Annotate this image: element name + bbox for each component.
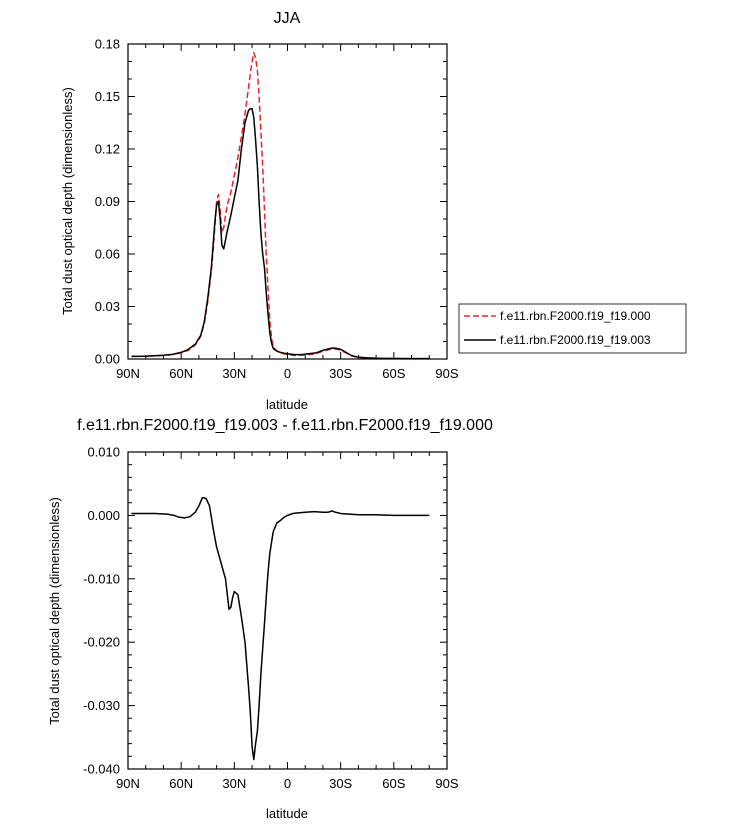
y-tick-label: 0.06 <box>95 247 120 262</box>
x-tick-label: 60S <box>382 366 405 381</box>
y-tick-label: -0.010 <box>83 571 120 586</box>
bottom-x-axis-label: latitude <box>266 806 308 821</box>
legend-label-series-1: f.e11.rbn.F2000.f19_f19.000 <box>500 309 651 323</box>
bottom-x-tick-labels: 90N 60N 30N 0 30S 60S 90S <box>116 776 459 791</box>
top-series-line-1 <box>131 52 430 360</box>
legend: f.e11.rbn.F2000.f19_f19.000 f.e11.rbn.F2… <box>458 303 687 354</box>
x-tick-label: 90S <box>435 776 458 791</box>
bottom-chart-title: f.e11.rbn.F2000.f19_f19.003 - f.e11.rbn.… <box>77 417 493 434</box>
top-series-line-2 <box>131 108 430 360</box>
y-tick-label: 0.09 <box>95 194 120 209</box>
y-tick-label: 0.15 <box>95 89 120 104</box>
x-tick-label: 30S <box>329 776 352 791</box>
bottom-plot-frame <box>127 451 448 770</box>
top-x-tick-labels: 90N 60N 30N 0 30S 60S 90S <box>116 366 459 381</box>
top-series-lines <box>131 52 430 360</box>
x-tick-label: 30N <box>222 776 246 791</box>
x-tick-label: 30S <box>329 366 352 381</box>
bottom-axis-ticks <box>127 451 448 770</box>
x-tick-label: 90N <box>116 776 140 791</box>
x-tick-label: 30N <box>222 366 246 381</box>
bottom-panel: f.e11.rbn.F2000.f19_f19.003 - f.e11.rbn.… <box>47 417 493 821</box>
top-chart-title: JJA <box>274 10 301 27</box>
y-tick-label: 0.000 <box>87 508 120 523</box>
top-plot-frame <box>127 43 448 360</box>
legend-label-series-2: f.e11.rbn.F2000.f19_f19.003 <box>500 333 651 347</box>
x-tick-label: 90N <box>116 366 140 381</box>
bottom-y-axis-label: Total dust optical depth (dimensionless) <box>47 497 62 725</box>
bottom-y-tick-labels: -0.040 -0.030 -0.020 -0.010 0.000 0.010 <box>83 445 120 777</box>
top-y-axis-label: Total dust optical depth (dimensionless) <box>60 87 75 315</box>
y-tick-label: 0.010 <box>87 445 120 460</box>
y-tick-label: -0.040 <box>83 762 120 777</box>
x-tick-label: 0 <box>284 366 291 381</box>
top-y-tick-labels: 0.00 0.03 0.06 0.09 0.12 0.15 0.18 <box>95 37 120 367</box>
top-axis-ticks <box>127 43 448 360</box>
x-tick-label: 60S <box>382 776 405 791</box>
bottom-series-lines <box>131 496 430 761</box>
top-x-axis-label: latitude <box>266 397 308 412</box>
y-tick-label: -0.020 <box>83 635 120 650</box>
x-tick-label: 0 <box>284 776 291 791</box>
y-tick-label: 0.03 <box>95 299 120 314</box>
y-tick-label: 0.12 <box>95 142 120 157</box>
y-tick-label: 0.18 <box>95 37 120 52</box>
top-panel: JJA 0.00 0.03 0.06 0.09 0.12 0.15 0.18 90N 60N 3… <box>60 10 687 412</box>
y-tick-label: -0.030 <box>83 698 120 713</box>
x-tick-label: 90S <box>435 366 458 381</box>
y-tick-label: 0.00 <box>95 352 120 367</box>
legend-box <box>458 303 687 354</box>
x-tick-label: 60N <box>169 776 193 791</box>
x-tick-label: 60N <box>169 366 193 381</box>
bottom-series-line-1 <box>131 496 430 761</box>
